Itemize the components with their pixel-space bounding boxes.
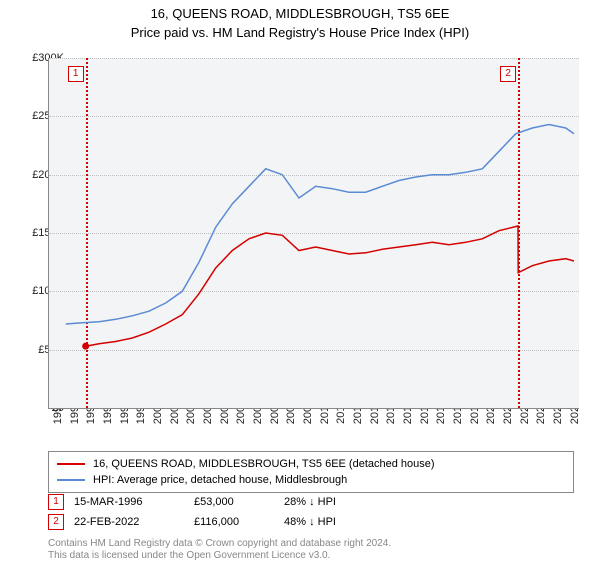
transaction-badge: 2 [48,514,64,530]
series-hpi [66,125,574,325]
transaction-date: 15-MAR-1996 [74,496,184,508]
legend-swatch [57,479,85,481]
transaction-date: 22-FEB-2022 [74,516,184,528]
chart-container: 16, QUEENS ROAD, MIDDLESBROUGH, TS5 6EE … [0,6,600,566]
plot-area: 12 [48,58,579,409]
marker-badge: 1 [68,66,84,82]
chart-title-2: Price paid vs. HM Land Registry's House … [0,25,600,40]
legend-row: 16, QUEENS ROAD, MIDDLESBROUGH, TS5 6EE … [57,456,565,472]
marker-badge: 2 [500,66,516,82]
transaction-price: £116,000 [194,516,274,528]
line-series [49,58,579,408]
legend-row: HPI: Average price, detached house, Midd… [57,472,565,488]
legend-label: HPI: Average price, detached house, Midd… [93,474,347,486]
transaction-badge: 1 [48,494,64,510]
chart-title-1: 16, QUEENS ROAD, MIDDLESBROUGH, TS5 6EE [0,6,600,21]
transaction-row: 1 15-MAR-1996 £53,000 28% ↓ HPI [48,494,568,510]
transaction-row: 2 22-FEB-2022 £116,000 48% ↓ HPI [48,514,568,530]
legend-swatch [57,463,85,465]
footer: Contains HM Land Registry data © Crown c… [48,538,568,562]
series-start-dot [82,343,89,350]
transaction-delta: 48% ↓ HPI [284,516,394,528]
footer-line-1: Contains HM Land Registry data © Crown c… [48,538,391,549]
legend-label: 16, QUEENS ROAD, MIDDLESBROUGH, TS5 6EE … [93,458,435,470]
transaction-price: £53,000 [194,496,274,508]
series-price_paid [86,226,574,346]
transaction-delta: 28% ↓ HPI [284,496,394,508]
legend: 16, QUEENS ROAD, MIDDLESBROUGH, TS5 6EE … [48,451,574,493]
footer-line-2: This data is licensed under the Open Gov… [48,550,330,561]
